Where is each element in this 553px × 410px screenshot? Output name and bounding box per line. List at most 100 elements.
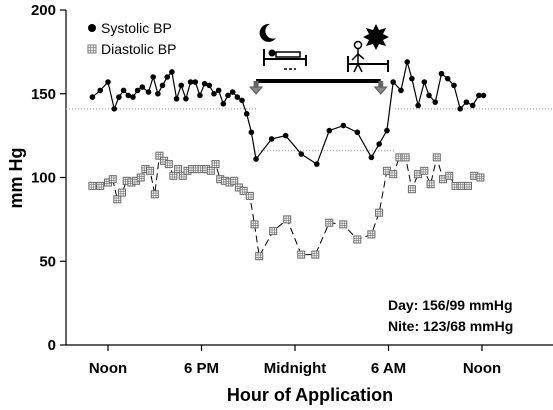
legend-label-systolic: Systolic BP xyxy=(101,20,172,36)
systolic-point xyxy=(192,79,199,85)
diastolic-point xyxy=(401,153,410,162)
diastolic-point-box xyxy=(96,181,105,190)
systolic-point xyxy=(239,97,245,104)
diastolic-point xyxy=(211,160,220,169)
systolic-point xyxy=(120,87,127,94)
diastolic-point-box xyxy=(445,171,454,180)
systolic-point xyxy=(130,94,136,100)
diastolic-point xyxy=(382,166,391,175)
diastolic-point xyxy=(88,181,97,190)
diastolic-point-box xyxy=(136,173,145,182)
systolic-point xyxy=(169,69,175,75)
y-tick-label: 0 xyxy=(48,337,56,354)
systolic-point xyxy=(253,156,259,162)
systolic-point xyxy=(183,95,189,102)
systolic-point xyxy=(390,79,396,85)
diastolic-point xyxy=(150,190,159,199)
systolic-point xyxy=(409,75,415,82)
systolic-point xyxy=(457,106,463,112)
systolic-point xyxy=(150,74,156,80)
y-tick-label: 100 xyxy=(31,170,56,187)
diastolic-point-box xyxy=(432,153,441,162)
systolic-point xyxy=(243,111,250,117)
diastolic-point-box xyxy=(269,227,278,236)
systolic-point xyxy=(398,87,404,94)
x-tick-label: 6 AM xyxy=(371,360,406,377)
diastolic-point xyxy=(118,188,126,197)
diastolic-point xyxy=(108,175,117,184)
diastolic-point-box xyxy=(108,175,117,184)
systolic-point xyxy=(469,102,476,109)
systolic-point xyxy=(298,151,305,157)
night-period-arrowhead xyxy=(248,86,264,95)
diastolic-point xyxy=(174,165,183,174)
diastolic-point-box xyxy=(206,166,215,175)
day-average-label: Day: 156/99 mmHg xyxy=(388,297,513,313)
night-average-label: Nite: 123/68 mmHg xyxy=(388,318,513,334)
systolic-point xyxy=(116,94,122,100)
diastolic-point-box xyxy=(169,171,178,180)
diastolic-point xyxy=(464,181,472,190)
diastolic-point-box xyxy=(464,181,472,190)
diastolic-point xyxy=(325,218,334,227)
systolic-point xyxy=(368,154,375,161)
systolic-point xyxy=(282,132,289,139)
y-tick-label: 200 xyxy=(31,2,56,19)
diastolic-point xyxy=(96,181,105,190)
diastolic-point-box xyxy=(211,160,220,169)
awake-person-icon xyxy=(347,24,389,73)
diastolic-point-box xyxy=(174,165,183,174)
diastolic-point xyxy=(339,220,348,229)
systolic-point xyxy=(164,74,171,80)
diastolic-point xyxy=(297,250,306,259)
diastolic-point-box xyxy=(245,191,254,200)
diastolic-point xyxy=(178,171,187,180)
systolic-point xyxy=(159,82,166,89)
systolic-point xyxy=(229,89,236,95)
diastolic-point-box xyxy=(155,151,164,160)
systolic-point xyxy=(201,80,208,87)
diastolic-point xyxy=(250,220,259,229)
diastolic-point xyxy=(206,166,215,175)
diastolic-point-box xyxy=(367,230,376,239)
systolic-point xyxy=(426,92,432,99)
systolic-point xyxy=(215,87,222,94)
legend: Systolic BP Diastolic BP xyxy=(87,20,176,57)
diastolic-point-box xyxy=(476,173,485,182)
systolic-point xyxy=(384,127,390,134)
diastolic-point-box xyxy=(325,218,334,227)
diastolic-point-box xyxy=(230,176,239,185)
systolic-point xyxy=(111,106,118,112)
diastolic-point-box xyxy=(113,195,122,204)
y-tick-label: 150 xyxy=(31,86,56,103)
diastolic-point-box xyxy=(401,153,410,162)
diastolic-point-box xyxy=(420,166,429,175)
systolic-point xyxy=(376,141,382,147)
systolic-point xyxy=(225,92,231,99)
systolic-point xyxy=(187,79,194,85)
diastolic-point xyxy=(113,195,122,204)
diastolic-point xyxy=(389,170,398,179)
systolic-point xyxy=(206,82,213,89)
x-ticks: Noon 6 PM Midnight 6 AM Noon xyxy=(89,345,501,377)
systolic-point xyxy=(234,94,241,100)
systolic-point xyxy=(438,70,445,77)
diastolic-point xyxy=(255,252,264,261)
systolic-point xyxy=(211,90,217,97)
sleeping-person-icon xyxy=(259,23,307,70)
diastolic-point-box xyxy=(88,181,97,190)
diastolic-point-box xyxy=(375,208,384,217)
systolic-point xyxy=(134,87,141,94)
systolic-point xyxy=(125,92,132,99)
diastolic-point xyxy=(432,153,441,162)
systolic-point xyxy=(354,129,361,136)
diastolic-point-box xyxy=(389,170,398,179)
diastolic-point-box xyxy=(164,160,173,169)
legend-marker-diastolic xyxy=(87,44,97,54)
systolic-point xyxy=(444,75,451,82)
diastolic-point-box xyxy=(118,188,126,197)
diastolic-point xyxy=(353,235,362,244)
diastolic-point xyxy=(367,230,376,239)
diastolic-point xyxy=(375,208,384,217)
